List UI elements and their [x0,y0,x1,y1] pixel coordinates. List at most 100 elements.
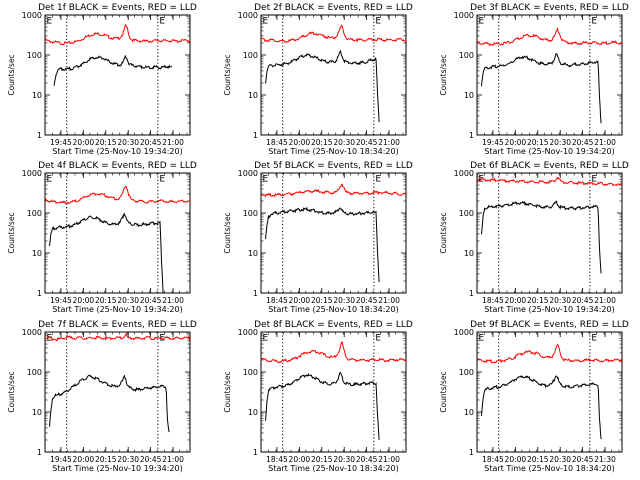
y-tick-label: 1000 [454,169,474,178]
lld-series-line [44,23,191,46]
x-tick-label: 18:45 [266,455,288,464]
x-tick-label: 20:30 [117,138,139,147]
x-tick-label: 20:45 [572,455,594,464]
x-tick-label: 18:45 [266,296,288,305]
event-marker: E [159,17,165,27]
x-axis-label: Start Time (25-Nov-10 18:34:20) [268,147,398,156]
y-tick-label: 1000 [22,169,42,178]
lld-series-line [260,24,406,43]
y-tick-label: 10 [464,408,474,417]
start-marker: E [47,175,53,185]
x-tick-label: 20:30 [333,138,355,147]
panel-3: Det 3f BLACK = Events, RED = LLD 1 10 100 10… [439,3,629,156]
x-tick-label: 20:00 [73,296,95,305]
events-series-line [265,49,380,123]
plot-frame [44,14,191,136]
panel-4: Det 4f BLACK = Events, RED = LLD 1 10 100 10… [7,161,197,314]
x-tick-label: 20:15 [527,138,549,147]
y-tick-label: 1 [469,289,474,298]
y-axis-label: Counts/sec [7,54,16,95]
x-tick-label: 20:45 [572,296,594,305]
x-tick-label: 19:45 [482,138,504,147]
panel-title: Det 6f BLACK = Events, RED = LLD [470,161,629,171]
x-tick-label: 18:45 [266,138,288,147]
x-tick-label: 19:45 [50,296,72,305]
y-tick-label: 1 [469,448,474,457]
plot-frame [476,331,623,453]
events-series-line [265,371,380,440]
panel-title: Det 2f BLACK = Events, RED = LLD [254,3,413,13]
event-marker: E [591,17,597,27]
y-tick-label: 100 [459,51,474,60]
x-tick-label: 20:30 [333,455,355,464]
y-tick-label: 10 [464,91,474,100]
x-tick-label: 20:15 [311,455,333,464]
event-marker: E [375,334,381,344]
y-axis-label: Counts/sec [223,371,232,412]
y-tick-label: 1 [253,448,258,457]
y-tick-label: 100 [459,368,474,377]
event-marker: E [375,175,381,185]
panel-title: Det 4f BLACK = Events, RED = LLD [38,161,197,171]
x-tick-label: 20:45 [356,455,378,464]
y-axis-label: Counts/sec [439,371,448,412]
plot-frame [44,331,191,453]
x-tick-label: 21:00 [162,455,184,464]
x-tick-label: 20:15 [311,296,333,305]
panel-title: Det 1f BLACK = Events, RED = LLD [38,3,197,13]
x-tick-label: 21:00 [594,138,616,147]
lld-series-line [260,341,407,364]
panel-9: Det 9f BLACK = Events, RED = LLD 1 10 100 10… [439,320,629,473]
y-tick-label: 100 [243,209,258,218]
panel-2: Det 2f BLACK = Events, RED = LLD 1 10 100 10… [223,3,413,156]
events-series-line [481,53,602,124]
y-axis-label: Counts/sec [223,54,232,95]
plot-frame [260,172,407,294]
lld-series-line [260,183,407,198]
x-tick-label: 20:45 [356,138,378,147]
start-marker: E [263,175,269,185]
panel-title: Det 7f BLACK = Events, RED = LLD [38,320,197,330]
x-tick-label: 20:30 [117,296,139,305]
x-tick-label: 21:00 [378,296,400,305]
x-tick-label: 21:00 [162,138,184,147]
y-axis-label: Counts/sec [439,54,448,95]
y-tick-label: 1000 [454,328,474,337]
x-tick-label: 20:15 [95,138,117,147]
event-marker: E [375,17,381,27]
y-tick-label: 100 [243,368,258,377]
x-tick-label: 20:45 [140,455,162,464]
lld-series-line [44,332,191,342]
event-marker: E [591,175,597,185]
x-tick-label: 20:45 [572,138,594,147]
y-tick-label: 10 [32,91,42,100]
plot-frame [44,172,191,294]
x-tick-label: 20:15 [95,296,117,305]
x-tick-label: 21:00 [378,455,400,464]
panel-title: Det 9f BLACK = Events, RED = LLD [470,320,629,330]
lld-series-line [476,343,623,364]
event-marker: E [159,175,165,185]
start-marker: E [47,334,53,344]
x-tick-label: 20:15 [311,138,333,147]
x-tick-label: 21:30 [594,455,616,464]
panel-1: Det 1f BLACK = Events, RED = LLD 1 10 100 10… [7,3,197,156]
plot-frame [476,14,623,136]
lld-series-line [476,176,623,187]
x-tick-label: 20:30 [333,296,355,305]
x-tick-label: 20:30 [117,455,139,464]
y-tick-label: 1000 [22,328,42,337]
y-tick-label: 10 [248,249,258,258]
x-tick-label: 18:45 [482,455,504,464]
x-tick-label: 20:15 [95,455,117,464]
x-tick-label: 21:00 [594,296,616,305]
start-marker: E [479,334,485,344]
y-axis-label: Counts/sec [7,371,16,412]
y-tick-label: 100 [243,51,258,60]
x-tick-label: 20:30 [549,296,571,305]
y-tick-label: 100 [27,209,42,218]
x-tick-label: 20:00 [289,138,311,147]
event-marker: E [591,334,597,344]
